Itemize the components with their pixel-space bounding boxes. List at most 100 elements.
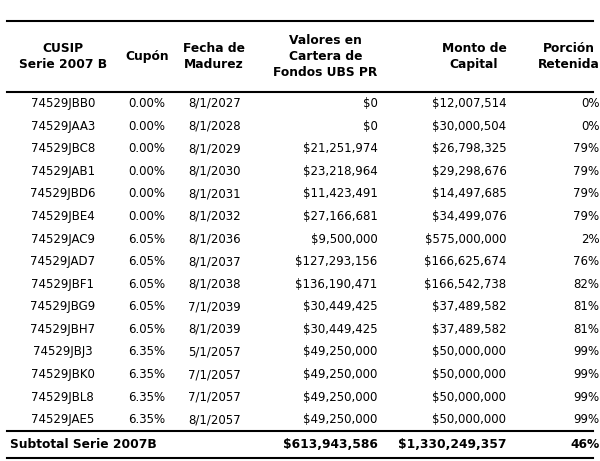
- Text: $23,218,964: $23,218,964: [302, 165, 377, 178]
- Text: 74529JAB1: 74529JAB1: [31, 165, 95, 178]
- Text: 81%: 81%: [574, 323, 599, 336]
- Text: 99%: 99%: [573, 368, 599, 381]
- Text: $49,250,000: $49,250,000: [303, 345, 377, 359]
- Text: 0.00%: 0.00%: [128, 187, 165, 201]
- Text: 0%: 0%: [581, 97, 599, 110]
- Text: Valores en
Cartera de
Fondos UBS PR: Valores en Cartera de Fondos UBS PR: [273, 34, 377, 79]
- Text: $34,499,076: $34,499,076: [431, 210, 506, 223]
- Text: Monto de
Capital: Monto de Capital: [442, 42, 506, 71]
- Text: 6.05%: 6.05%: [128, 278, 165, 291]
- Text: $29,298,676: $29,298,676: [431, 165, 506, 178]
- Text: 81%: 81%: [574, 300, 599, 313]
- Text: $166,625,674: $166,625,674: [424, 255, 506, 268]
- Text: 8/1/2028: 8/1/2028: [188, 119, 241, 133]
- Text: $14,497,685: $14,497,685: [431, 187, 506, 201]
- Text: $11,423,491: $11,423,491: [302, 187, 377, 201]
- Text: $0: $0: [362, 119, 377, 133]
- Text: 82%: 82%: [574, 278, 599, 291]
- Text: $49,250,000: $49,250,000: [303, 390, 377, 404]
- Text: CUSIP
Serie 2007 B: CUSIP Serie 2007 B: [19, 42, 107, 71]
- Text: Porción
Retenida: Porción Retenida: [538, 42, 599, 71]
- Text: $50,000,000: $50,000,000: [433, 345, 506, 359]
- Text: 79%: 79%: [573, 210, 599, 223]
- Text: 6.05%: 6.05%: [128, 300, 165, 313]
- Text: 8/1/2037: 8/1/2037: [188, 255, 241, 268]
- Text: $127,293,156: $127,293,156: [295, 255, 377, 268]
- Text: 5/1/2057: 5/1/2057: [188, 345, 241, 359]
- Text: 6.05%: 6.05%: [128, 323, 165, 336]
- Text: $49,250,000: $49,250,000: [303, 413, 377, 426]
- Text: 8/1/2039: 8/1/2039: [188, 323, 241, 336]
- Text: $27,166,681: $27,166,681: [302, 210, 377, 223]
- Text: 0.00%: 0.00%: [128, 142, 165, 155]
- Text: $613,943,586: $613,943,586: [283, 438, 377, 451]
- Text: $575,000,000: $575,000,000: [425, 232, 506, 246]
- Text: 79%: 79%: [573, 165, 599, 178]
- Text: $0: $0: [362, 97, 377, 110]
- Text: 74529JBL8: 74529JBL8: [31, 390, 94, 404]
- Text: 0.00%: 0.00%: [128, 97, 165, 110]
- Text: $21,251,974: $21,251,974: [302, 142, 377, 155]
- Text: 0%: 0%: [581, 119, 599, 133]
- Text: 6.05%: 6.05%: [128, 255, 165, 268]
- Text: $1,330,249,357: $1,330,249,357: [398, 438, 506, 451]
- Text: $50,000,000: $50,000,000: [433, 413, 506, 426]
- Text: $30,449,425: $30,449,425: [303, 323, 377, 336]
- Text: Fecha de
Madurez: Fecha de Madurez: [183, 42, 245, 71]
- Text: 74529JBE4: 74529JBE4: [31, 210, 95, 223]
- Text: 46%: 46%: [570, 438, 599, 451]
- Text: 99%: 99%: [573, 390, 599, 404]
- Text: 0.00%: 0.00%: [128, 165, 165, 178]
- Text: 6.35%: 6.35%: [128, 413, 165, 426]
- Text: 8/1/2036: 8/1/2036: [188, 232, 241, 246]
- Text: $50,000,000: $50,000,000: [433, 368, 506, 381]
- Text: $49,250,000: $49,250,000: [303, 368, 377, 381]
- Text: 99%: 99%: [573, 413, 599, 426]
- Text: 74529JBF1: 74529JBF1: [31, 278, 94, 291]
- Text: 8/1/2030: 8/1/2030: [188, 165, 241, 178]
- Text: 74529JBD6: 74529JBD6: [30, 187, 95, 201]
- Text: 74529JAD7: 74529JAD7: [30, 255, 95, 268]
- Text: $136,190,471: $136,190,471: [295, 278, 377, 291]
- Text: 74529JBJ3: 74529JBJ3: [33, 345, 92, 359]
- Text: $166,542,738: $166,542,738: [424, 278, 506, 291]
- Text: 7/1/2039: 7/1/2039: [188, 300, 241, 313]
- Text: 8/1/2029: 8/1/2029: [188, 142, 241, 155]
- Text: Cupón: Cupón: [125, 50, 169, 63]
- Text: 6.35%: 6.35%: [128, 368, 165, 381]
- Text: $12,007,514: $12,007,514: [432, 97, 506, 110]
- Text: 74529JAC9: 74529JAC9: [31, 232, 95, 246]
- Text: 99%: 99%: [573, 345, 599, 359]
- Text: 8/1/2031: 8/1/2031: [188, 187, 241, 201]
- Text: $26,798,325: $26,798,325: [432, 142, 506, 155]
- Text: 74529JBK0: 74529JBK0: [31, 368, 95, 381]
- Text: 2%: 2%: [581, 232, 599, 246]
- Text: 74529JAA3: 74529JAA3: [31, 119, 95, 133]
- Text: 74529JBC8: 74529JBC8: [31, 142, 95, 155]
- Text: 8/1/2032: 8/1/2032: [188, 210, 241, 223]
- Text: $30,449,425: $30,449,425: [303, 300, 377, 313]
- Text: 7/1/2057: 7/1/2057: [188, 368, 241, 381]
- Text: 74529JBG9: 74529JBG9: [30, 300, 95, 313]
- Text: 74529JAE5: 74529JAE5: [31, 413, 94, 426]
- Text: 79%: 79%: [573, 187, 599, 201]
- Text: 0.00%: 0.00%: [128, 210, 165, 223]
- Text: Subtotal Serie 2007B: Subtotal Serie 2007B: [10, 438, 157, 451]
- Text: 6.35%: 6.35%: [128, 390, 165, 404]
- Text: 0.00%: 0.00%: [128, 119, 165, 133]
- Text: $30,000,504: $30,000,504: [432, 119, 506, 133]
- Text: 8/1/2057: 8/1/2057: [188, 413, 241, 426]
- Text: 79%: 79%: [573, 142, 599, 155]
- Text: $50,000,000: $50,000,000: [433, 390, 506, 404]
- Text: $37,489,582: $37,489,582: [432, 323, 506, 336]
- Text: 74529JBB0: 74529JBB0: [31, 97, 95, 110]
- Text: $37,489,582: $37,489,582: [432, 300, 506, 313]
- Text: 8/1/2038: 8/1/2038: [188, 278, 241, 291]
- Text: 8/1/2027: 8/1/2027: [188, 97, 241, 110]
- Text: 76%: 76%: [573, 255, 599, 268]
- Text: 74529JBH7: 74529JBH7: [30, 323, 95, 336]
- Text: 6.35%: 6.35%: [128, 345, 165, 359]
- Text: $9,500,000: $9,500,000: [311, 232, 377, 246]
- Text: 7/1/2057: 7/1/2057: [188, 390, 241, 404]
- Text: 6.05%: 6.05%: [128, 232, 165, 246]
